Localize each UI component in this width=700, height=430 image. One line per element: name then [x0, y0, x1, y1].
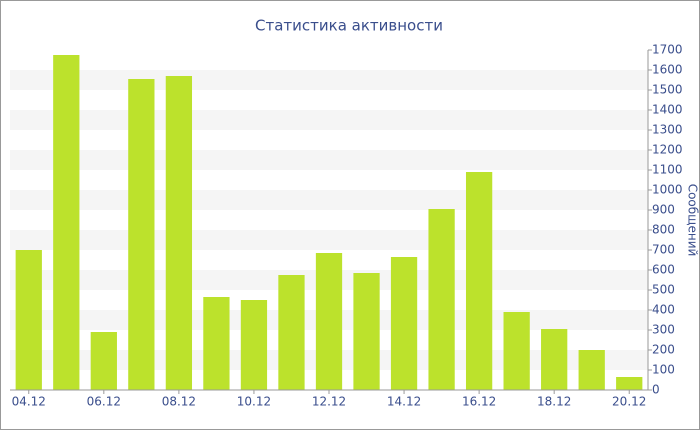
bar [428, 209, 455, 390]
bar [90, 332, 117, 390]
x-tick-label: 06.12 [87, 395, 121, 409]
y-tick-label: 1700 [652, 43, 683, 57]
grid-band [10, 110, 648, 130]
y-tick-label: 900 [652, 203, 675, 217]
bar [53, 55, 80, 390]
y-tick-label: 1600 [652, 63, 683, 77]
x-tick-label: 10.12 [237, 395, 271, 409]
x-tick-label: 04.12 [12, 395, 46, 409]
y-tick-label: 1200 [652, 143, 683, 157]
y-tick-label: 600 [652, 263, 675, 277]
x-tick-label: 18.12 [537, 395, 571, 409]
y-tick-label: 800 [652, 223, 675, 237]
grid-band [10, 150, 648, 170]
y-tick-label: 500 [652, 283, 675, 297]
bar [278, 275, 305, 390]
y-axis-label: Сообщений [686, 184, 700, 257]
grid-band [10, 190, 648, 210]
y-tick-label: 700 [652, 243, 675, 257]
bar [15, 250, 42, 390]
y-tick-label: 1500 [652, 83, 683, 97]
x-tick-label: 12.12 [312, 395, 346, 409]
y-tick-label: 400 [652, 303, 675, 317]
bar [390, 257, 418, 390]
y-tick-label: 200 [652, 343, 675, 357]
grid-band [10, 70, 648, 90]
x-tick-label: 08.12 [162, 395, 196, 409]
bar [240, 300, 268, 390]
y-tick-label: 1300 [652, 123, 683, 137]
bar [128, 79, 155, 390]
bar [203, 297, 230, 390]
bar [165, 76, 193, 390]
bar [616, 377, 643, 390]
bar [541, 329, 568, 390]
x-tick-label: 16.12 [462, 395, 496, 409]
y-tick-label: 1000 [652, 183, 683, 197]
y-tick-label: 100 [652, 363, 675, 377]
x-tick-label: 14.12 [387, 395, 421, 409]
grid-band [10, 230, 648, 250]
x-tick-label: 20.12 [612, 395, 646, 409]
bar [578, 350, 605, 390]
y-tick-label: 1100 [652, 163, 683, 177]
bar [353, 273, 380, 390]
y-tick-label: 0 [652, 383, 660, 397]
bar [503, 312, 530, 390]
bar [465, 172, 493, 390]
chart-title: Статистика активности [255, 17, 443, 35]
y-tick-label: 1400 [652, 103, 683, 117]
bar [315, 253, 343, 390]
y-tick-label: 300 [652, 323, 675, 337]
